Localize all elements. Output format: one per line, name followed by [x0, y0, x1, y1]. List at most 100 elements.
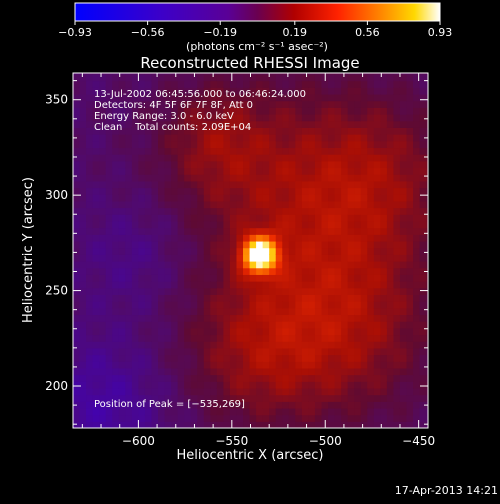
heatmap-cell — [99, 100, 107, 108]
heatmap-cell — [118, 247, 126, 255]
heatmap-cell — [216, 187, 225, 195]
heatmap-cell — [413, 287, 421, 295]
heatmap-cell — [151, 327, 159, 336]
heatmap-cell — [321, 80, 329, 88]
heatmap-cell — [393, 100, 401, 108]
heatmap-cell — [138, 100, 146, 108]
heatmap-cell — [295, 407, 303, 416]
heatmap-cell — [138, 341, 146, 349]
heatmap-cell — [413, 267, 421, 275]
heatmap-cell — [236, 127, 244, 135]
heatmap-cell — [308, 127, 316, 135]
heatmap-cell — [393, 120, 401, 128]
heatmap-cell — [112, 401, 120, 409]
heatmap-cell — [197, 114, 205, 122]
heatmap-cell — [386, 301, 395, 309]
heatmap-cell — [314, 321, 323, 329]
heatmap-cell — [269, 294, 277, 302]
heatmap-cell — [138, 387, 146, 396]
heatmap-cell — [158, 401, 166, 409]
heatmap-cell — [282, 207, 290, 215]
heatmap-cell — [92, 301, 100, 309]
heatmap-cell — [301, 260, 310, 269]
heatmap-cell — [288, 414, 296, 422]
heatmap-cell — [151, 134, 159, 142]
heatmap-cell — [164, 367, 172, 376]
heatmap-cell — [314, 247, 323, 255]
heatmap-cell — [308, 294, 316, 302]
heatmap-cell — [203, 281, 211, 289]
heatmap-cell — [341, 127, 349, 135]
heatmap-cell — [373, 361, 381, 369]
heatmap-cell — [131, 247, 139, 255]
heatmap-cell — [99, 307, 107, 316]
heatmap-cell — [177, 187, 185, 195]
heatmap-cell — [158, 134, 166, 142]
heatmap-cell — [184, 114, 192, 122]
heatmap-cell — [406, 160, 414, 169]
heatmap-cell — [367, 407, 375, 416]
heatmap-cell — [275, 87, 283, 95]
heatmap-cell — [164, 287, 172, 295]
heatmap-cell — [380, 421, 388, 428]
heatmap-cell — [223, 200, 231, 209]
heatmap-cell — [112, 120, 120, 128]
heatmap-cell — [301, 100, 310, 108]
heatmap-cell — [413, 227, 421, 235]
heatmap-cell — [373, 167, 381, 175]
heatmap-cell — [399, 140, 408, 149]
heatmap-cell — [295, 100, 303, 108]
heatmap-cell — [79, 187, 87, 195]
heatmap-cell — [86, 354, 94, 362]
heatmap-cell — [73, 381, 81, 389]
annotation-clean-counts: Clean Total counts: 2.09E+04 — [94, 122, 251, 133]
heatmap-cell — [334, 140, 342, 149]
heatmap-cell — [203, 200, 211, 209]
heatmap-cell — [118, 387, 126, 396]
heatmap-cell — [243, 414, 251, 422]
heatmap-cell — [197, 187, 205, 195]
heatmap-cell — [229, 214, 238, 222]
heatmap-cell — [138, 287, 146, 295]
colorbar-tick-label: −0.19 — [203, 26, 237, 39]
heatmap-cell — [203, 307, 211, 316]
heatmap-cell — [210, 407, 218, 416]
heatmap-cell — [197, 134, 205, 142]
heatmap-cell — [249, 174, 257, 182]
heatmap-cell — [328, 214, 336, 222]
heatmap-cell — [386, 347, 395, 356]
heatmap-cell — [380, 134, 388, 142]
heatmap-cell — [360, 107, 368, 115]
heatmap-cell — [269, 407, 277, 416]
heatmap-cell — [229, 314, 238, 322]
heatmap-cell — [184, 247, 192, 255]
heatmap-cell — [314, 140, 323, 149]
heatmap-cell — [105, 361, 113, 369]
heatmap-cell — [79, 321, 87, 329]
heatmap-cell — [158, 107, 166, 115]
heatmap-cell — [92, 167, 100, 175]
heatmap-cell — [393, 347, 401, 356]
heatmap-cell — [321, 394, 329, 402]
heatmap-cell — [262, 114, 270, 122]
heatmap-cell — [158, 187, 166, 195]
heatmap-cell — [354, 180, 362, 189]
heatmap-cell — [373, 260, 381, 269]
heatmap-cell — [288, 301, 296, 309]
heatmap-cell — [328, 180, 336, 189]
heatmap-cell — [158, 73, 166, 82]
heatmap-cell — [419, 354, 427, 362]
heatmap-cell — [354, 341, 362, 349]
heatmap-cell — [105, 214, 113, 222]
heatmap-cell — [373, 341, 381, 349]
heatmap-cell — [151, 347, 159, 356]
heatmap-cell — [347, 254, 355, 262]
heatmap-cell — [184, 187, 192, 195]
heatmap-cell — [184, 140, 192, 149]
heatmap-cell — [367, 234, 375, 242]
heatmap-cell — [354, 381, 362, 389]
heatmap-cell — [269, 167, 277, 175]
heatmap-cell — [158, 80, 166, 88]
heatmap-cell — [301, 294, 310, 302]
heatmap-cell — [393, 140, 401, 149]
